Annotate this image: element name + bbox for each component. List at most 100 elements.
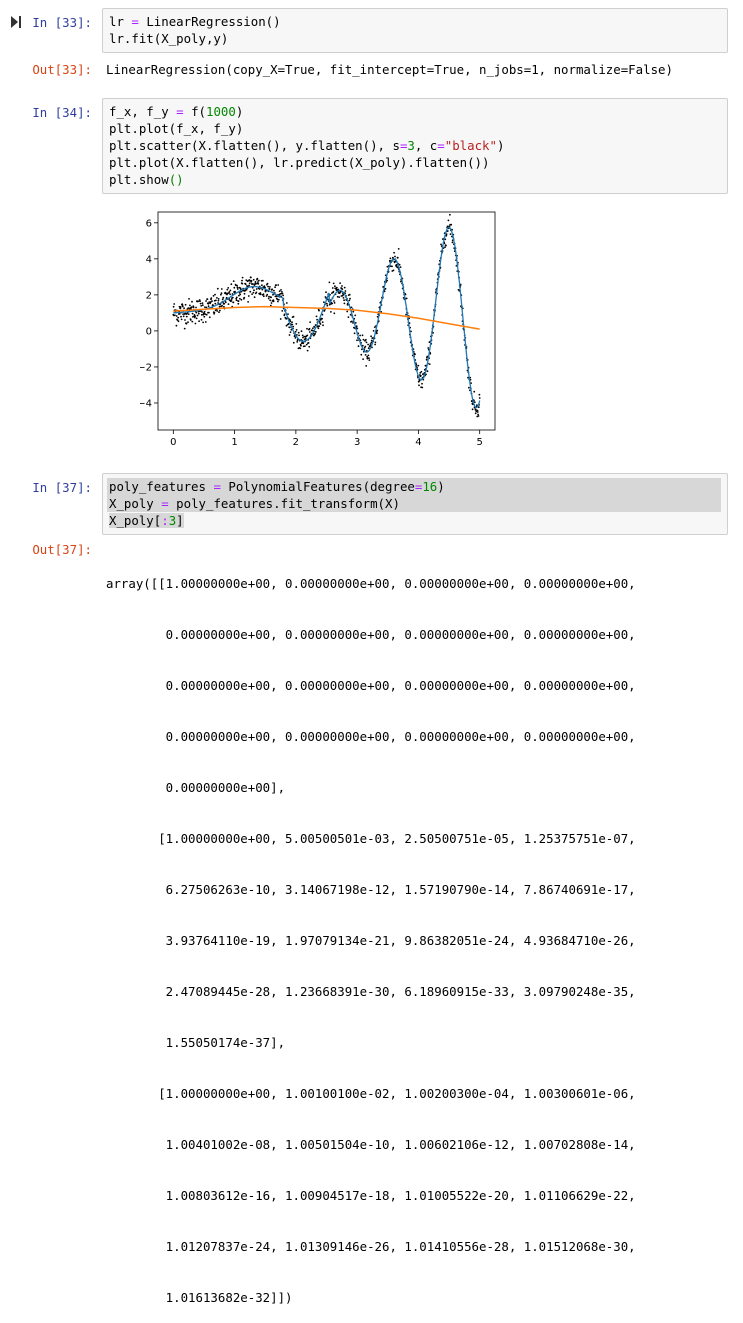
scatter-point — [255, 288, 258, 290]
scatter-point — [402, 297, 405, 299]
scatter-point — [425, 358, 428, 361]
scatter-point — [354, 322, 357, 324]
scatter-point — [341, 285, 343, 287]
scatter-point — [241, 276, 244, 279]
scatter-point — [352, 310, 355, 313]
scatter-point — [253, 289, 255, 292]
scatter-point — [259, 292, 262, 294]
scatter-point — [251, 293, 253, 295]
output-line: array([[1.00000000e+00, 0.00000000e+00, … — [106, 576, 636, 591]
series-true-function-line — [173, 226, 481, 409]
scatter-point — [361, 334, 364, 337]
scatter-point — [476, 404, 478, 406]
scatter-point — [238, 292, 241, 294]
scatter-point — [216, 297, 218, 299]
scatter-point — [374, 341, 377, 344]
y-tick-label: −2 — [140, 362, 152, 373]
series-prediction-line — [173, 305, 480, 330]
scatter-point — [270, 302, 273, 304]
scatter-point — [326, 303, 328, 305]
scatter-point — [445, 244, 447, 247]
code-cell-37[interactable]: poly_features = PolynomialFeatures(degre… — [102, 473, 728, 535]
axes-frame — [157, 211, 496, 431]
scatter-point — [256, 277, 259, 280]
scatter-point — [398, 263, 401, 266]
scatter-point — [192, 306, 195, 309]
scatter-point — [228, 291, 231, 293]
scatter-point — [209, 301, 212, 303]
scatter-point — [394, 255, 396, 258]
scatter-point — [304, 345, 306, 347]
scatter-point — [444, 238, 447, 241]
scatter-point — [235, 296, 238, 299]
scatter-point — [421, 386, 424, 389]
scatter-point — [207, 305, 210, 308]
scatter-point — [180, 318, 183, 321]
code-line: plt.plot(X.flatten(), lr.predict(X_poly)… — [109, 155, 490, 170]
scatter-point — [350, 320, 353, 323]
scatter-point — [229, 289, 232, 292]
scatter-point — [341, 288, 344, 290]
scatter-point — [199, 302, 202, 305]
scatter-point — [230, 300, 232, 303]
scatter-point — [258, 279, 260, 282]
code-line: plt.plot(f_x, f_y) — [109, 121, 244, 136]
scatter-point — [221, 298, 224, 301]
scatter-point — [386, 265, 389, 268]
scatter-point — [252, 278, 255, 281]
scatter-point — [294, 330, 297, 333]
scatter-point — [318, 325, 321, 327]
scatter-point — [277, 300, 279, 303]
scatter-point — [211, 300, 213, 302]
scatter-point — [347, 316, 350, 318]
scatter-point — [302, 336, 304, 339]
scatter-point — [332, 282, 335, 285]
code-cell-33[interactable]: lr = LinearRegression() lr.fit(X_poly,y) — [102, 8, 728, 53]
scatter-point — [364, 345, 367, 348]
scatter-point — [172, 305, 175, 308]
scatter-point — [225, 296, 228, 299]
scatter-point — [291, 323, 294, 326]
scatter-point — [240, 298, 243, 301]
scatter-point — [241, 279, 243, 282]
scatter-point — [393, 261, 396, 264]
scatter-point — [205, 300, 207, 302]
scatter-point — [444, 246, 446, 248]
scatter-point — [360, 353, 363, 356]
scatter-point — [178, 313, 181, 315]
x-tick-label: 1 — [231, 437, 237, 448]
scatter-point — [405, 313, 407, 316]
scatter-point — [236, 284, 238, 287]
scatter-point — [248, 282, 251, 285]
scatter-point — [201, 304, 204, 307]
scatter-point — [268, 295, 270, 298]
scatter-point — [261, 284, 263, 287]
scatter-point — [295, 329, 298, 331]
scatter-point — [367, 354, 370, 357]
scatter-point — [349, 313, 352, 316]
scatter-point — [231, 296, 234, 299]
scatter-point — [175, 324, 178, 327]
scatter-point — [243, 296, 246, 299]
scatter-point — [478, 397, 481, 399]
input-prompt: In [33]: — [32, 15, 92, 30]
code-cell-34[interactable]: f_x, f_y = f(1000) plt.plot(f_x, f_y) pl… — [102, 98, 728, 194]
scatter-point — [356, 327, 359, 330]
scatter-point — [321, 317, 323, 320]
scatter-point — [216, 310, 219, 312]
scatter-point — [365, 341, 368, 344]
scatter-point — [417, 364, 420, 367]
scatter-point — [218, 305, 221, 308]
run-cell-icon[interactable] — [11, 16, 21, 28]
scatter-point — [344, 290, 347, 292]
scatter-point — [224, 301, 227, 304]
scatter-point — [333, 300, 335, 302]
scatter-point — [301, 334, 304, 337]
x-tick-label: 2 — [293, 437, 299, 448]
scatter-point — [418, 379, 421, 382]
output-line: [1.00000000e+00, 5.00500501e-03, 2.50500… — [106, 831, 636, 846]
scatter-point — [471, 408, 474, 411]
output-line: 1.01207837e-24, 1.01309146e-26, 1.014105… — [106, 1239, 636, 1254]
code-line: X_poly[:3] — [109, 513, 184, 528]
scatter-point — [274, 286, 276, 289]
